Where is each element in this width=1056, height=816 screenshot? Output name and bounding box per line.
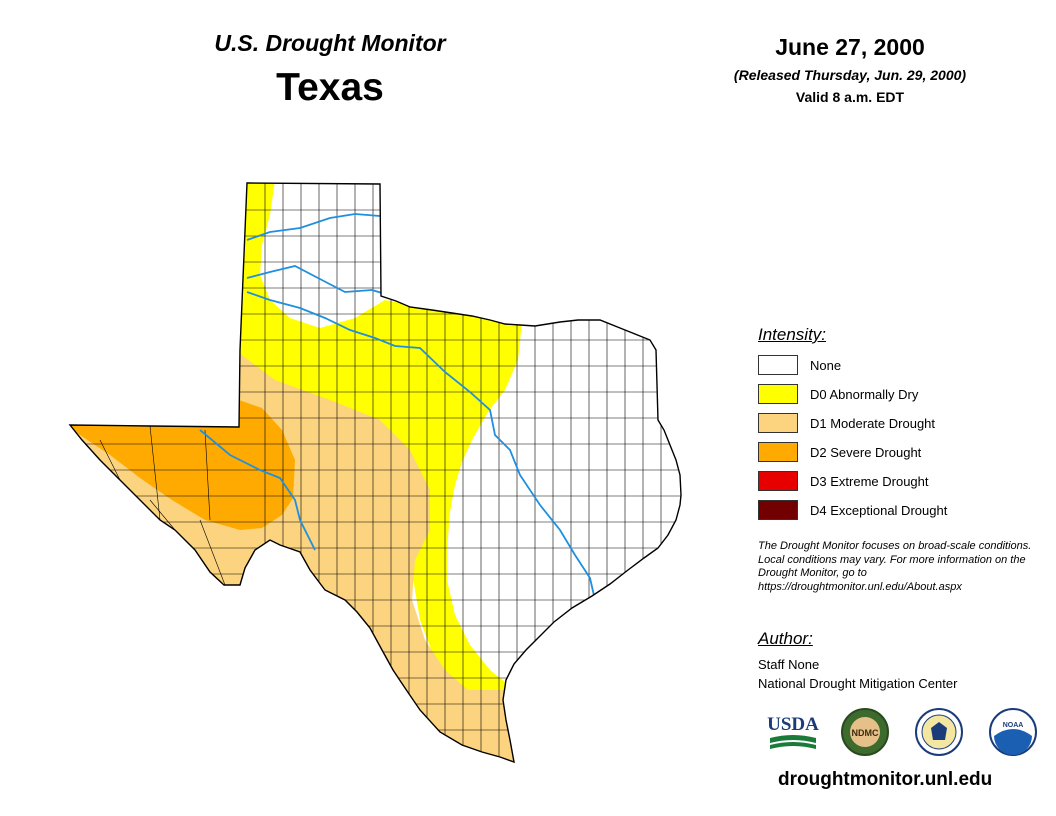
usda-logo-text: USDA	[767, 714, 819, 735]
ndmc-logo-text: NDMC	[852, 728, 879, 738]
legend-swatch	[758, 384, 798, 404]
legend-label: D4 Exceptional Drought	[810, 502, 948, 518]
legend-swatch	[758, 500, 798, 520]
legend-label: D1 Moderate Drought	[810, 415, 936, 431]
state-title: Texas	[276, 66, 384, 109]
author-title: Author:	[758, 629, 813, 648]
legend-label: D0 Abnormally Dry	[810, 386, 919, 402]
legend-item: D0 Abnormally Dry	[758, 383, 918, 405]
author-org: National Drought Mitigation Center	[758, 676, 958, 691]
rivers	[199, 213, 596, 601]
legend-label: None	[810, 357, 842, 373]
legend-item: D2 Severe Drought	[758, 441, 921, 463]
legend-label: D2 Severe Drought	[810, 444, 922, 460]
map-note: The Drought Monitor focuses on broad-sca…	[758, 540, 1032, 593]
site-url[interactable]: droughtmonitor.unl.edu	[778, 769, 993, 790]
usda-logo: USDA	[767, 714, 819, 749]
valid-date: June 27, 2000	[775, 34, 925, 60]
d2-area	[70, 400, 295, 530]
ndmc-logo: NDMC	[841, 708, 889, 756]
map-title: U.S. Drought Monitor	[214, 30, 446, 56]
county-grid	[70, 183, 681, 762]
doc-seal-logo	[915, 708, 963, 756]
release-date: (Released Thursday, Jun. 29, 2000)	[733, 67, 967, 83]
legend-item: D4 Exceptional Drought	[758, 499, 947, 521]
texas-drought-map	[68, 182, 682, 764]
legend-label: D3 Extreme Drought	[810, 473, 929, 489]
noaa-logo-text: NOAA	[1003, 722, 1024, 729]
legend-item: None	[758, 354, 841, 376]
valid-time: Valid 8 a.m. EDT	[795, 89, 905, 105]
noaa-logo: NOAA	[989, 708, 1037, 756]
legend-title: Intensity:	[758, 325, 827, 344]
legend-swatch	[758, 355, 798, 375]
legend-swatch	[758, 442, 798, 462]
legend-swatch	[758, 471, 798, 491]
texas-outline	[68, 182, 682, 764]
author-name: Staff None	[758, 657, 820, 672]
legend-item: D1 Moderate Drought	[758, 412, 935, 434]
legend-swatch	[758, 413, 798, 433]
legend-item: D3 Extreme Drought	[758, 470, 929, 492]
